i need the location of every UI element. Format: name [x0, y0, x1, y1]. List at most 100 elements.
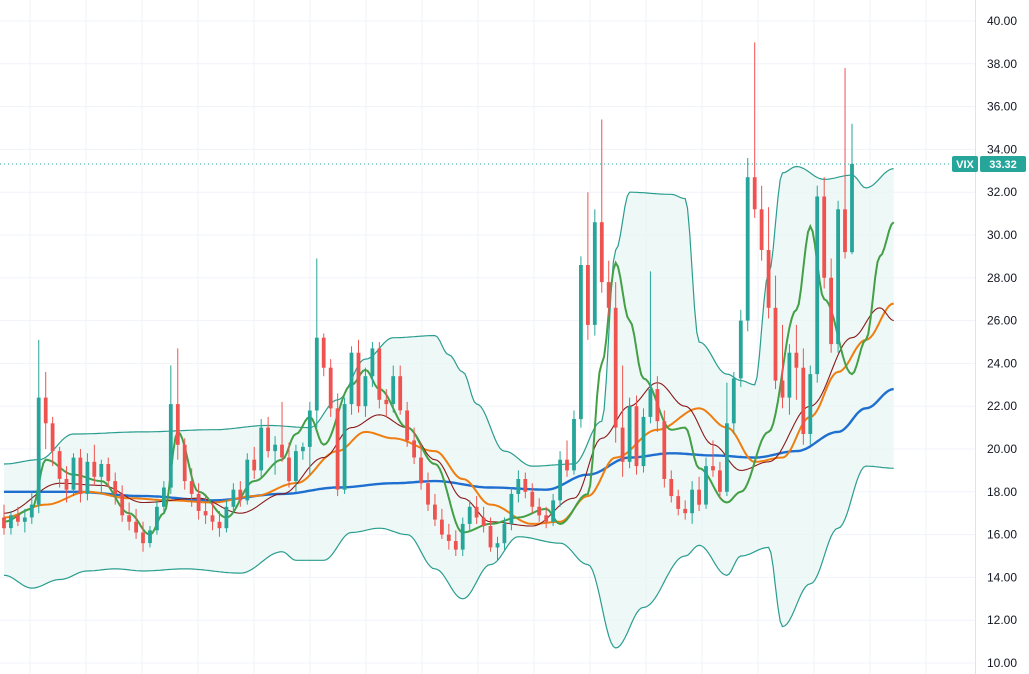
candle-body — [419, 457, 423, 484]
price-axis[interactable]: 10.00 12.00 14.00 16.00 18.00 20.00 22.00 24.00… — [987, 14, 1017, 670]
candle — [162, 481, 166, 514]
candle — [822, 177, 827, 289]
candle-body — [634, 406, 639, 467]
candle-body — [579, 265, 583, 420]
candle — [2, 504, 6, 535]
candle-body — [676, 496, 681, 509]
candle-body — [488, 526, 493, 548]
candle-body — [808, 374, 813, 434]
candle — [120, 485, 125, 522]
candle — [752, 42, 757, 218]
candle — [210, 502, 215, 531]
candle-body — [99, 464, 104, 477]
candle — [544, 506, 549, 529]
candle-body — [467, 506, 472, 524]
candle-body — [349, 352, 354, 405]
candle — [57, 446, 62, 488]
price-tick-label: 12.00 — [987, 613, 1017, 627]
candle-body — [648, 389, 653, 417]
candle — [620, 365, 625, 477]
bollinger-upper-line — [3, 165, 894, 467]
candle-body — [321, 337, 326, 368]
candle-body — [398, 376, 403, 411]
candle-body — [725, 423, 729, 492]
candle-body — [843, 209, 847, 253]
price-tick-label: 36.00 — [987, 100, 1017, 114]
candle — [787, 344, 792, 415]
candle — [182, 438, 187, 490]
candle — [725, 382, 729, 497]
candle-body — [127, 515, 131, 522]
candle-body — [384, 399, 389, 405]
candle-body — [134, 521, 138, 533]
candle-body — [148, 530, 152, 544]
candle-body — [752, 177, 757, 210]
candle — [850, 123, 854, 255]
candle-body — [120, 493, 125, 516]
candle — [579, 256, 583, 428]
candle-body — [704, 466, 708, 505]
candle-body — [307, 410, 312, 447]
candle — [419, 442, 423, 490]
price-tick-label: 30.00 — [987, 228, 1017, 242]
candle-body — [745, 177, 750, 321]
candle — [356, 339, 361, 413]
candle-body — [259, 427, 264, 471]
candle-body — [182, 444, 187, 482]
candle-body — [683, 508, 688, 514]
candle-body — [544, 515, 549, 522]
candle — [558, 451, 562, 507]
candle-body — [620, 427, 625, 462]
candle-body — [391, 376, 396, 404]
candle-body — [787, 352, 792, 398]
price-tick-label: 10.00 — [987, 656, 1017, 670]
candle-body — [217, 521, 222, 529]
candle — [446, 523, 451, 550]
ma-dark-line — [3, 307, 894, 527]
candle — [16, 506, 20, 527]
candle-body — [294, 451, 298, 482]
candle-body — [773, 307, 778, 381]
candle-body — [370, 348, 375, 377]
candle-body — [627, 406, 632, 462]
last-price-label: 33.32 — [989, 159, 1017, 171]
candle — [168, 365, 173, 494]
candle — [766, 207, 771, 319]
candle-body — [669, 479, 674, 497]
candle — [460, 517, 465, 556]
candle-body — [453, 541, 458, 550]
last-price-badge: 33.32 — [980, 155, 1026, 172]
price-tick-label: 24.00 — [987, 356, 1017, 370]
candle-body — [697, 489, 701, 505]
candle — [718, 461, 722, 499]
candle-body — [43, 397, 48, 424]
candle-body — [36, 397, 41, 505]
candle-body — [495, 543, 500, 548]
ma-fast-line — [3, 221, 895, 536]
candle — [704, 457, 708, 509]
candle — [405, 401, 409, 447]
candle-body — [301, 446, 305, 452]
candle-body — [690, 489, 694, 514]
candle-body — [85, 461, 90, 494]
candle — [613, 282, 618, 443]
candle — [141, 521, 145, 552]
candle-body — [141, 532, 145, 544]
candle-body — [412, 440, 416, 458]
candle-body — [481, 517, 486, 527]
candle — [572, 410, 576, 475]
candle-body — [794, 352, 799, 368]
candle — [148, 526, 152, 548]
candle — [488, 517, 493, 552]
candle — [453, 530, 458, 556]
candle — [99, 459, 104, 494]
symbol-badge: VIX — [952, 155, 978, 172]
candle — [71, 453, 76, 497]
candle — [377, 342, 382, 409]
candle-body — [537, 506, 542, 516]
candle — [669, 470, 674, 503]
candle — [328, 359, 333, 417]
candle-body — [572, 419, 576, 471]
